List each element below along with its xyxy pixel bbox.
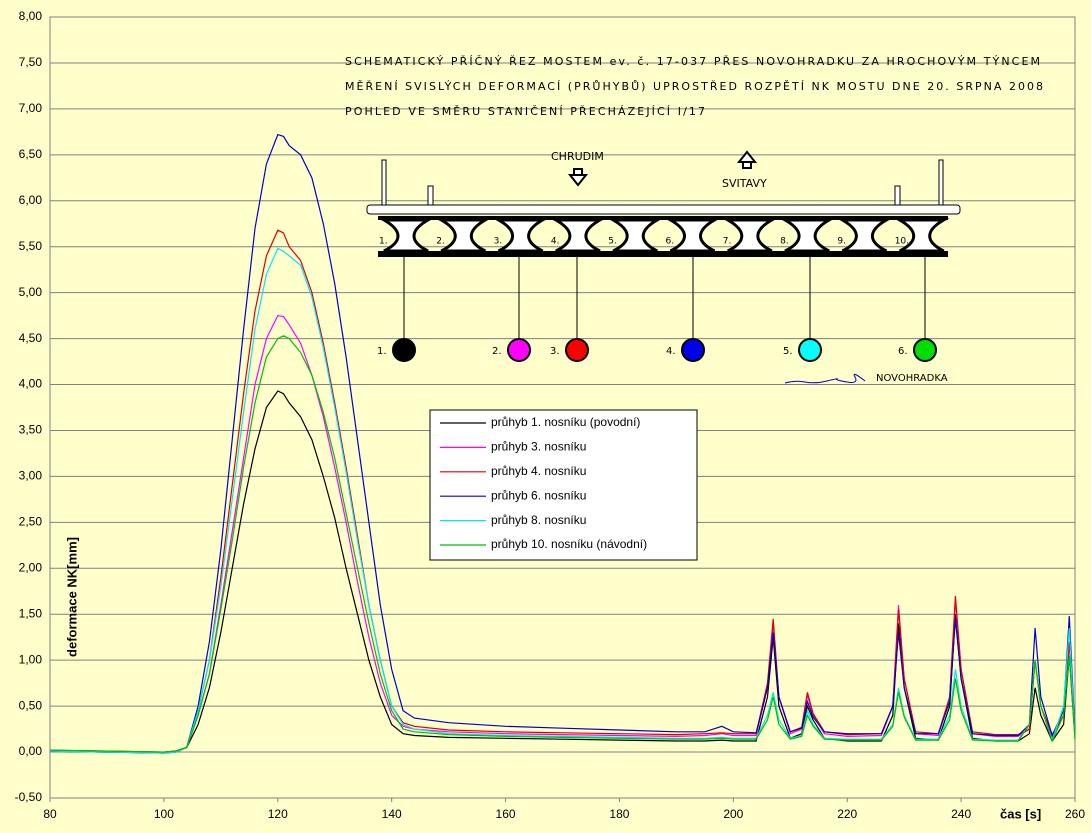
- river-label: NOVOHRADKA: [876, 373, 948, 384]
- girder-web: [607, 218, 663, 253]
- y-tick-label: 8,00: [19, 9, 43, 23]
- railing-post: [381, 159, 387, 206]
- x-tick-label: 260: [1065, 807, 1085, 821]
- girder-web: [378, 218, 434, 253]
- arrow-down: [567, 168, 589, 187]
- legend-label: průhyb 1. nosníku (povodní): [491, 415, 640, 429]
- sensor-label: 6.: [898, 346, 908, 357]
- series-lines: [49, 133, 1076, 754]
- direction-label: CHRUDIM: [551, 150, 604, 163]
- x-tick-label: 140: [382, 807, 402, 821]
- girder-label: 6.: [666, 237, 675, 247]
- x-tick-label: 220: [837, 807, 857, 821]
- sensor-label: 3.: [550, 346, 560, 357]
- railing-post: [938, 159, 944, 206]
- y-tick-label: 2,00: [19, 560, 43, 574]
- schematic-title: POHLED VE SMĚRU STANIČENÍ PŘECHÁZEJÍCÍ I…: [345, 105, 705, 118]
- plot-area: [49, 16, 1076, 799]
- x-tick-label: 240: [951, 807, 971, 821]
- y-tick-label: -0,50: [15, 790, 43, 804]
- girder-web: [722, 218, 778, 253]
- sensor: [507, 338, 531, 362]
- railing-post: [427, 185, 434, 206]
- bottom-flange: [378, 251, 948, 257]
- y-tick-label: 4,50: [19, 331, 43, 345]
- girder-label: 9.: [837, 237, 846, 247]
- x-tick-label: 200: [723, 807, 743, 821]
- river-line: [784, 373, 866, 384]
- direction-label: SVITAVY: [722, 177, 767, 190]
- y-tick-label: 6,00: [19, 193, 43, 207]
- legend-label: průhyb 10. nosníku (návodní): [491, 537, 647, 551]
- top-flange: [378, 216, 948, 220]
- x-tick-label: 100: [154, 807, 174, 821]
- y-tick-label: 7,50: [19, 55, 43, 69]
- x-tick-label: 160: [496, 807, 516, 821]
- sensor-label: 2.: [492, 346, 502, 357]
- series-line: [49, 247, 1076, 754]
- girder-web: [779, 218, 835, 253]
- sensor: [392, 338, 416, 362]
- girder-web: [836, 218, 893, 253]
- legend-label: průhyb 3. nosníku: [491, 440, 586, 454]
- y-tick-label: 1,00: [19, 652, 43, 666]
- girder-web: [435, 218, 491, 253]
- sensor: [565, 338, 589, 362]
- y-tick-label: 5,50: [19, 239, 43, 253]
- girder-web: [492, 218, 549, 253]
- y-tick-label: 0,00: [19, 744, 43, 758]
- girder-label: 1.: [379, 237, 388, 247]
- y-tick-label: 1,50: [19, 606, 43, 620]
- sensor: [681, 338, 705, 362]
- x-tick-label: 80: [43, 807, 57, 821]
- deck: [366, 204, 961, 215]
- series-line: [49, 133, 1076, 754]
- legend-label: průhyb 6. nosníku: [491, 488, 586, 502]
- girder-web: [664, 218, 721, 253]
- legend-label: průhyb 4. nosníku: [491, 464, 586, 478]
- series-line: [49, 229, 1076, 753]
- y-tick-label: 6,50: [19, 147, 43, 161]
- girder-label: 2.: [436, 237, 445, 247]
- railing-post: [894, 185, 901, 206]
- girder-label: 10.: [895, 237, 909, 247]
- girder-label: 4.: [551, 237, 560, 247]
- legend-items: průhyb 1. nosníku (povodní) průhyb 3. nos…: [440, 415, 647, 551]
- legend: [429, 409, 698, 561]
- schematic: CHRUDIM SVITAVY NOVOHRADKA SCHEMATICKÝ P…: [345, 55, 1043, 384]
- girder-label: 8.: [780, 237, 789, 247]
- sensor-label: 5.: [783, 346, 793, 357]
- sensor: [913, 338, 937, 362]
- sensor-label: 4.: [666, 346, 676, 357]
- arrow-up: [736, 150, 758, 169]
- y-tick-label: 3,50: [19, 423, 43, 437]
- y-tick-label: 7,00: [19, 101, 43, 115]
- sensor-label: 1.: [377, 346, 387, 357]
- girder-web: [550, 218, 606, 253]
- girder-label: 5.: [608, 237, 617, 247]
- y-axis-title: deformace NK[mm]: [64, 537, 79, 657]
- y-tick-label: 5,00: [19, 285, 43, 299]
- girder-label: 7.: [723, 237, 732, 247]
- legend-label: průhyb 8. nosníku: [491, 513, 586, 527]
- y-tick-label: 3,00: [19, 469, 43, 483]
- grid: -0,50 0,00 0,50 1,00 1,50 2,00 2,50 3,00 3,50 4,0…: [15, 9, 1086, 821]
- x-tick-label: 180: [609, 807, 629, 821]
- series-line: [49, 335, 1076, 753]
- y-tick-label: 0,50: [19, 698, 43, 712]
- x-tick-label: 120: [268, 807, 288, 821]
- y-tick-label: 2,50: [19, 515, 43, 529]
- girder-label: 3.: [494, 237, 503, 247]
- sensor: [798, 338, 822, 362]
- schematic-title: MĚŘENÍ SVISLÝCH DEFORMACÍ (PRŮHYBŮ) UPRO…: [345, 80, 1043, 93]
- schematic-title: SCHEMATICKÝ PŘÍČNÝ ŘEZ MOSTEM ev. č. 17-…: [345, 55, 1040, 68]
- girder-web: [894, 218, 950, 253]
- x-axis-title: čas [s]: [1000, 806, 1041, 821]
- y-tick-label: 4,00: [19, 377, 43, 391]
